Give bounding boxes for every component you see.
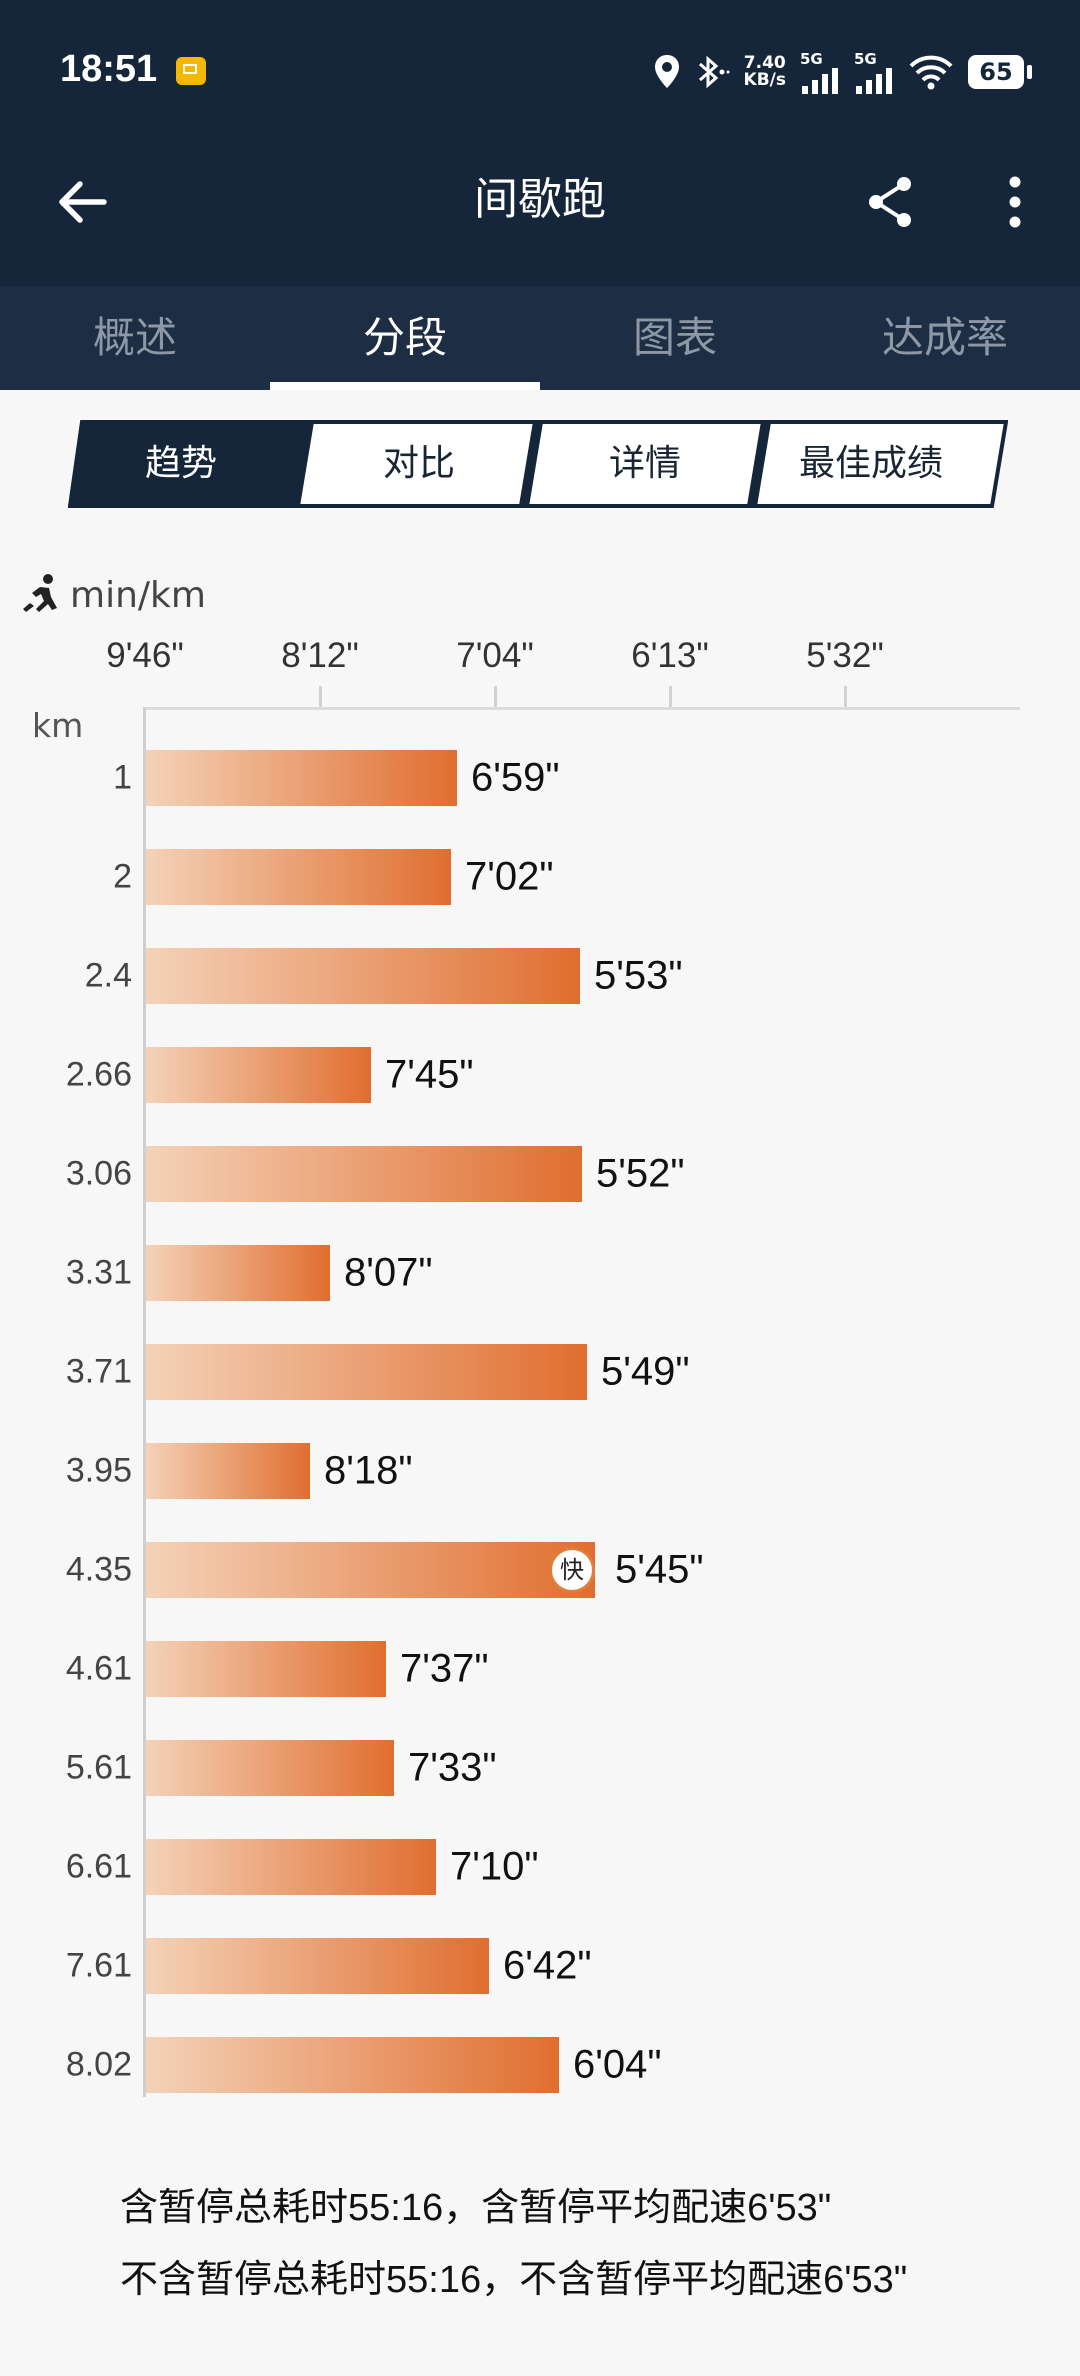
back-arrow-icon[interactable]: [52, 172, 112, 232]
signal-5g-2: 5G: [854, 50, 894, 94]
pace-bar: [146, 750, 457, 806]
pace-bar: [146, 1047, 371, 1103]
x-tick-label: 7'04": [456, 636, 534, 675]
segmented-control: 趋势 对比 详情 最佳成绩: [68, 420, 1008, 508]
pace-bar: [146, 1740, 394, 1796]
pace-value-label: 6'59": [471, 755, 560, 800]
pace-value-label: 8'18": [324, 1448, 413, 1493]
pace-bar: [146, 948, 580, 1004]
x-tick-label: 9'46": [106, 636, 184, 675]
status-time: 18:51: [60, 48, 158, 90]
share-icon[interactable]: [862, 172, 918, 232]
summary-text: 含暂停总耗时55:16，含暂停平均配速6'53" 不含暂停总耗时55:16，不含…: [120, 2172, 907, 2316]
pace-value-label: 7'45": [385, 1052, 474, 1097]
category-label: 8.02: [65, 2045, 132, 2084]
segmented-control-background: [68, 420, 1008, 508]
network-speed: 7.40 KB/s: [744, 55, 786, 89]
location-icon: [654, 55, 679, 88]
category-label: 4.61: [65, 1649, 132, 1688]
segment-best[interactable]: 最佳成绩: [798, 443, 943, 484]
running-icon: [23, 574, 57, 612]
bluetooth-icon: [698, 55, 730, 89]
x-axis-line: [145, 707, 1020, 710]
pace-value-label: 8'07": [344, 1250, 433, 1295]
fastest-badge: 快: [549, 1547, 595, 1593]
x-tick-mark: [669, 686, 672, 708]
x-tick-label: 6'13": [631, 636, 709, 675]
signal-5g-label: 5G: [854, 50, 877, 68]
x-tick-mark: [844, 686, 847, 708]
wifi-icon: [909, 55, 953, 90]
pace-bar: [146, 1344, 587, 1400]
category-label: 4.35: [65, 1550, 132, 1589]
app-header: 间歇跑: [0, 150, 1080, 250]
status-icons: 7.40 KB/s 5G 5G 65: [654, 48, 1032, 96]
active-tab-indicator: [270, 382, 540, 390]
network-speed-value: 7.40: [743, 53, 786, 73]
category-label: 1: [113, 758, 132, 797]
category-label: 6.61: [65, 1847, 132, 1886]
tab-charts[interactable]: 图表: [632, 313, 717, 362]
tab-achievement[interactable]: 达成率: [881, 313, 1008, 362]
pace-unit-label: min/km: [70, 574, 206, 616]
category-label: 2: [113, 857, 132, 896]
pace-value-label: 7'02": [465, 854, 554, 899]
chart-unit-row: min/km: [20, 570, 206, 620]
segment-details[interactable]: 详情: [608, 443, 681, 484]
x-tick-mark: [319, 686, 322, 708]
mail-notification-icon: [176, 57, 206, 85]
pace-value-label: 7'33": [408, 1745, 497, 1790]
pace-bar: [146, 1245, 330, 1301]
signal-5g-label: 5G: [800, 50, 823, 68]
pace-bar: [146, 1839, 436, 1895]
more-options-icon[interactable]: [990, 172, 1040, 232]
category-label: 2.66: [65, 1055, 132, 1094]
category-label: 3.95: [65, 1451, 132, 1490]
category-label: 3.31: [65, 1253, 132, 1292]
signal-icon: [802, 68, 838, 94]
y-axis-line: [143, 707, 146, 2097]
pace-value-label: 5'45": [615, 1547, 704, 1592]
page-title: 间歇跑: [474, 174, 606, 225]
pace-value-label: 6'42": [503, 1943, 592, 1988]
status-bar: 18:51 7.40 KB/s 5G 5G: [0, 0, 1080, 140]
pace-bar: [146, 1641, 386, 1697]
category-label: 3.71: [65, 1352, 132, 1391]
pace-value-label: 6'04": [573, 2042, 662, 2087]
signal-5g-1: 5G: [800, 50, 840, 94]
pace-bar: [146, 2037, 559, 2093]
x-tick-mark: [494, 686, 497, 708]
category-label: 5.61: [65, 1748, 132, 1787]
segment-trend[interactable]: 趋势: [144, 443, 217, 484]
km-axis-label: km: [32, 706, 84, 745]
pace-bar: [146, 1938, 489, 1994]
pace-bar: [146, 1146, 582, 1202]
pace-bar: [146, 1443, 310, 1499]
pace-value-label: 7'37": [400, 1646, 489, 1691]
pace-value-label: 5'49": [601, 1349, 690, 1394]
pace-value-label: 5'53": [594, 953, 683, 998]
pace-value-label: 5'52": [596, 1151, 685, 1196]
network-speed-unit: KB/s: [743, 70, 786, 90]
category-label: 2.4: [84, 956, 132, 995]
summary-line-without-pause: 不含暂停总耗时55:16，不含暂停平均配速6'53": [120, 2259, 908, 2301]
x-tick-label: 8'12": [281, 636, 359, 675]
summary-line-with-pause: 含暂停总耗时55:16，含暂停平均配速6'53": [120, 2187, 832, 2229]
category-label: 7.61: [65, 1946, 132, 1985]
tab-segments[interactable]: 分段: [362, 313, 447, 362]
pace-bar: [146, 1542, 595, 1598]
tab-bar: 概述 分段 图表 达成率: [0, 286, 1080, 390]
pace-bar: [146, 849, 451, 905]
category-label: 3.06: [65, 1154, 132, 1193]
segment-compare[interactable]: 对比: [382, 443, 455, 484]
tab-overview[interactable]: 概述: [92, 313, 177, 362]
signal-icon: [856, 68, 892, 94]
pace-value-label: 7'10": [450, 1844, 539, 1889]
x-tick-label: 5'32": [806, 636, 884, 675]
battery-icon: 65: [968, 55, 1032, 89]
